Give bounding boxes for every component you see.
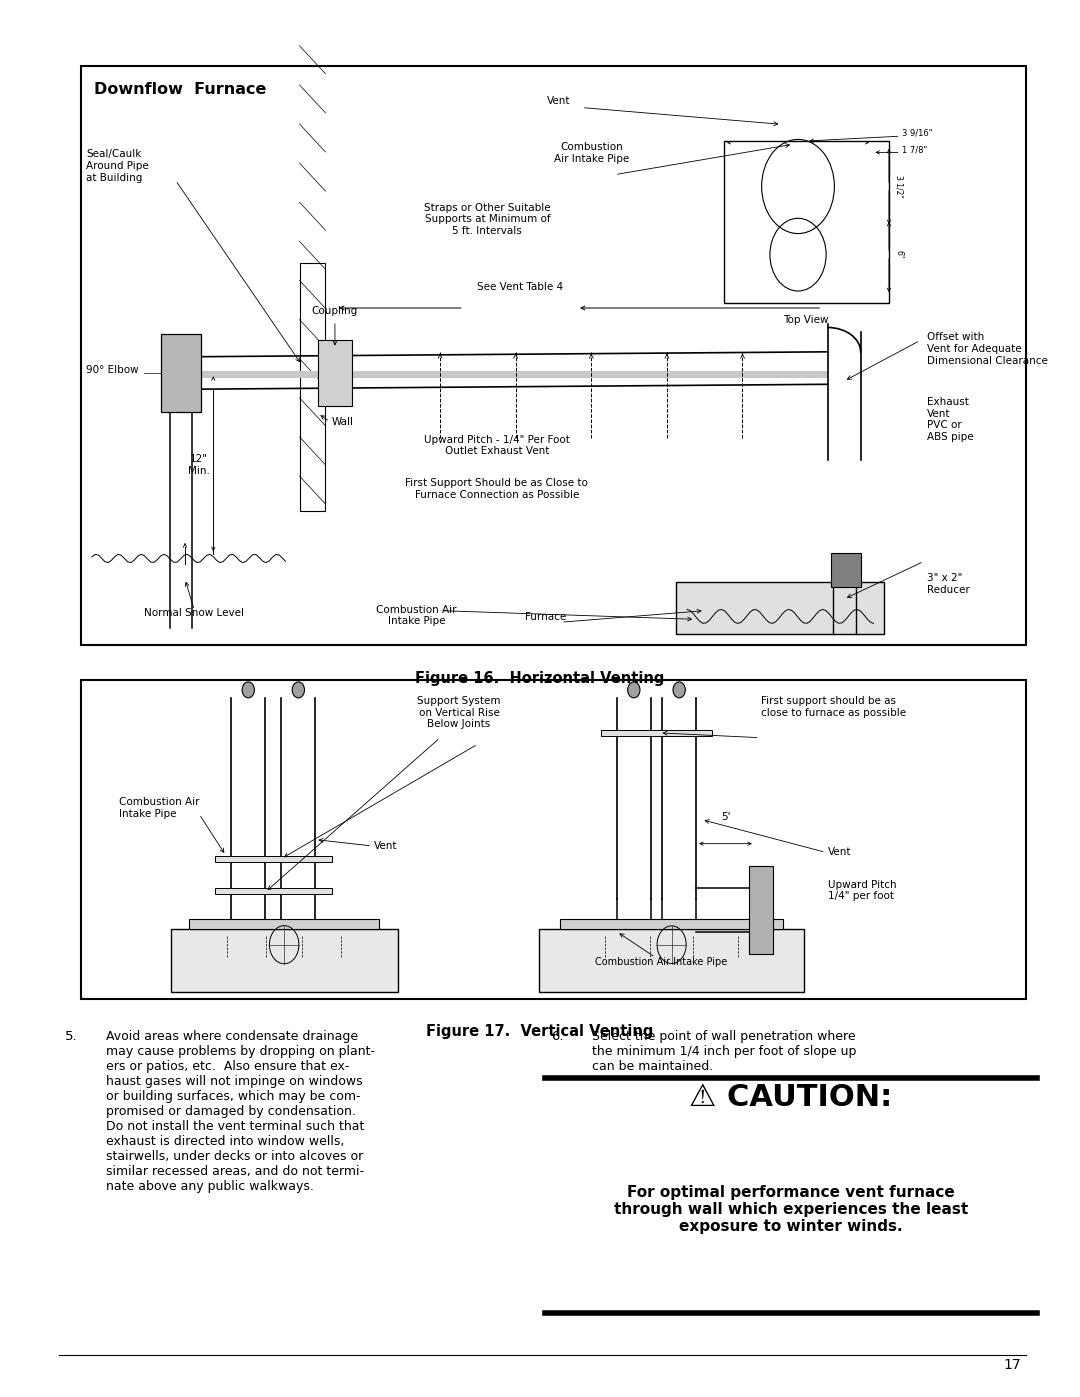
Bar [539,929,804,992]
Bar [724,141,889,303]
Text: 3 9/16": 3 9/16" [902,129,933,138]
Text: Figure 16.  Horizontal Venting: Figure 16. Horizontal Venting [416,671,664,686]
Text: Downflow  Furnace: Downflow Furnace [94,82,267,98]
Text: First support should be as
close to furnace as possible: First support should be as close to furn… [761,696,906,718]
Bar [318,339,352,407]
Bar [81,680,1026,999]
Text: Vent: Vent [374,841,397,851]
Text: 6": 6" [894,250,903,258]
Circle shape [242,682,255,698]
Text: 1 7/8": 1 7/8" [902,145,928,154]
Circle shape [293,682,305,698]
Bar [561,919,783,929]
Bar [189,919,379,929]
Text: 3" x 2"
Reducer: 3" x 2" Reducer [927,573,970,595]
Bar [600,731,713,736]
Bar [831,553,861,587]
Bar [201,372,827,377]
Text: 12"
Min.: 12" Min. [188,454,211,476]
Text: Combustion Air
Intake Pipe: Combustion Air Intake Pipe [376,605,457,626]
Text: Avoid areas where condensate drainage
may cause problems by dropping on plant-
e: Avoid areas where condensate drainage ma… [106,1030,375,1193]
Circle shape [673,682,686,698]
Text: Coupling: Coupling [312,306,359,316]
Text: Combustion
Air Intake Pipe: Combustion Air Intake Pipe [554,142,629,163]
Bar [215,888,332,894]
Text: Straps or Other Suitable
Supports at Minimum of
5 ft. Intervals: Straps or Other Suitable Supports at Min… [424,203,551,236]
Text: 90° Elbow: 90° Elbow [86,365,139,374]
Text: Figure 17.  Vertical Venting: Figure 17. Vertical Venting [427,1024,653,1039]
Text: Combustion Air
Intake Pipe: Combustion Air Intake Pipe [119,796,200,819]
Text: ⚠ CAUTION:: ⚠ CAUTION: [689,1083,893,1112]
Bar [750,866,773,954]
Text: For optimal performance vent furnace
through wall which experiences the least
ex: For optimal performance vent furnace thr… [613,1185,969,1235]
Text: Seal/Caulk
Around Pipe
at Building: Seal/Caulk Around Pipe at Building [86,149,149,183]
Text: Combustion Air Intake Pipe: Combustion Air Intake Pipe [595,957,727,968]
Text: Vent: Vent [546,96,570,106]
Text: 5.: 5. [65,1030,78,1042]
Text: See Vent Table 4: See Vent Table 4 [477,282,564,292]
Text: Upward Pitch
1/4" per foot: Upward Pitch 1/4" per foot [827,880,896,901]
Text: Offset with
Vent for Adequate
Dimensional Clearance: Offset with Vent for Adequate Dimensiona… [927,332,1048,366]
Text: Furnace: Furnace [525,612,566,622]
Text: 5': 5' [720,812,730,821]
Text: Top View: Top View [783,314,829,324]
Bar [299,263,325,511]
Bar [161,334,201,412]
Text: Support System
on Vertical Rise
Below Joints: Support System on Vertical Rise Below Jo… [417,696,501,729]
Text: Exhaust
Vent
PVC or
ABS pipe: Exhaust Vent PVC or ABS pipe [927,397,973,441]
Text: Wall: Wall [332,416,354,426]
Text: Normal Snow Level: Normal Snow Level [145,608,244,617]
Text: First Support Should be as Close to
Furnace Connection as Possible: First Support Should be as Close to Furn… [405,478,589,500]
Text: Vent: Vent [827,848,851,858]
Text: 3 1/2": 3 1/2" [894,175,903,198]
Text: 17: 17 [1003,1358,1021,1372]
Text: Upward Pitch - 1/4" Per Foot
Outlet Exhaust Vent: Upward Pitch - 1/4" Per Foot Outlet Exha… [423,434,570,457]
Text: 6.: 6. [551,1030,564,1042]
Bar [171,929,397,992]
Circle shape [627,682,640,698]
Text: Select the point of wall penetration where
the minimum 1/4 inch per foot of slop: Select the point of wall penetration whe… [592,1030,856,1073]
Bar [215,856,332,862]
Bar [81,66,1026,645]
Bar [676,581,885,634]
